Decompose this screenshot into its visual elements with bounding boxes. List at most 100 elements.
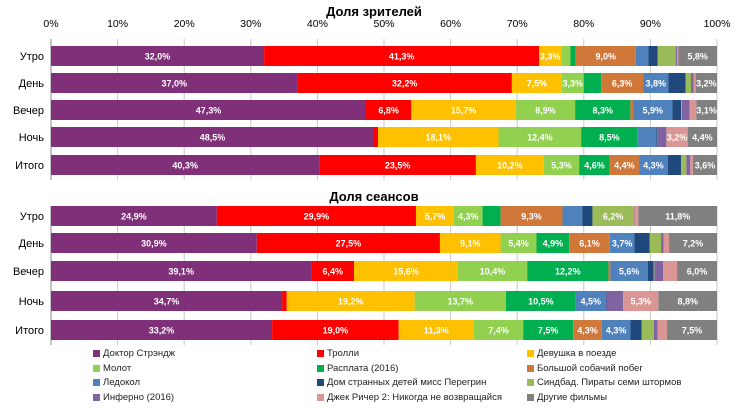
legend-swatch	[527, 394, 534, 402]
bar-segment	[623, 291, 659, 311]
data-label: 4,4%	[692, 133, 713, 143]
data-label: 10,5%	[528, 297, 554, 307]
bar-segment	[663, 233, 670, 253]
bar-segment	[609, 155, 640, 175]
bar-segment	[582, 206, 593, 226]
x-tick-label: 60%	[440, 18, 461, 30]
y-tick-label: Итого	[15, 160, 44, 172]
y-tick-label: День	[19, 78, 45, 90]
bar-segment	[439, 233, 501, 253]
data-label: 9,0%	[596, 52, 617, 62]
data-label: 6,3%	[612, 79, 633, 89]
y-tick-label: Вечер	[13, 105, 44, 117]
bar-segment	[51, 127, 375, 147]
bar-segment	[505, 291, 576, 311]
data-label: 13,7%	[447, 297, 473, 307]
bar-segment	[297, 73, 512, 93]
bar-segment	[643, 73, 669, 93]
legend-swatch	[317, 364, 324, 372]
bar-segment	[685, 73, 692, 93]
data-label: 4,3%	[606, 326, 627, 336]
bar-segment	[51, 233, 257, 253]
chart-title: Доля зрителей	[326, 4, 422, 19]
y-tick-label: Вечер	[13, 266, 44, 278]
legend-label: Ледокол	[103, 377, 141, 389]
legend-item: Большой собачий побег	[527, 363, 643, 374]
x-tick-label: 70%	[507, 18, 528, 30]
bar-segment	[634, 206, 639, 226]
bar-segment	[216, 206, 416, 226]
bar-segment	[575, 46, 636, 66]
x-tick-label: 100%	[704, 18, 731, 30]
data-label: 4,4%	[614, 161, 635, 171]
legend-swatch	[317, 379, 324, 387]
data-label: 5,4%	[508, 239, 529, 249]
legend-label: Девушка в поезде	[537, 348, 617, 359]
data-label: 3,3%	[563, 79, 584, 89]
bar-segment	[648, 46, 658, 66]
legend-item: Тролли	[317, 348, 359, 359]
bar-segment	[573, 320, 602, 340]
bar-segment	[286, 291, 415, 311]
bar-segment	[374, 127, 379, 147]
data-label: 32,2%	[392, 79, 418, 89]
legend-label: Большой собачий побег	[537, 362, 643, 374]
legend-label: Инферно (2016)	[103, 392, 175, 404]
data-label: 4,6%	[584, 161, 605, 171]
bar-segment	[319, 155, 476, 175]
legend-swatch	[93, 394, 100, 402]
data-label: 4,9%	[543, 239, 564, 249]
data-label: 3,2%	[667, 133, 688, 143]
bar-segment	[675, 46, 678, 66]
chart-title: Доля сеансов	[329, 189, 418, 204]
data-label: 6,0%	[687, 267, 708, 277]
legend-swatch	[317, 394, 324, 402]
bar-segment	[633, 100, 673, 120]
bar-segment	[654, 261, 664, 281]
data-label: 30,9%	[141, 239, 167, 249]
data-label: 9,1%	[460, 239, 481, 249]
y-tick-label: День	[19, 238, 45, 250]
data-label: 7,4%	[488, 326, 509, 336]
legend-item: Инферно (2016)	[93, 392, 174, 403]
data-label: 15,6%	[393, 267, 419, 277]
bar-segment	[515, 100, 576, 120]
bar-segment	[633, 206, 635, 226]
bar-segment	[51, 291, 283, 311]
legend-label: Расплата (2016)	[327, 362, 399, 374]
bar-segment	[630, 100, 634, 120]
x-tick-label: 50%	[373, 18, 394, 30]
bar-segment	[523, 320, 574, 340]
bar-segment	[658, 291, 717, 311]
data-label: 9,3%	[521, 212, 542, 222]
bar-segment	[609, 233, 635, 253]
bar-segment	[647, 261, 654, 281]
x-tick-label: 30%	[240, 18, 261, 30]
data-label: 6,2%	[603, 212, 624, 222]
data-label: 3,7%	[612, 239, 633, 249]
bar-segment	[669, 233, 717, 253]
data-label: 7,5%	[682, 326, 703, 336]
data-label: 4,3%	[577, 326, 598, 336]
bar-segment	[527, 261, 609, 281]
legend-label: Тролли	[327, 348, 360, 359]
bar-segment	[51, 46, 265, 66]
data-label: 4,3%	[458, 212, 479, 222]
bar-segment	[605, 291, 607, 311]
bar-segment	[681, 100, 682, 120]
legend-item: Синдбад. Пираты семи штормов	[527, 377, 681, 388]
bar-segment	[656, 127, 658, 147]
data-label: 7,5%	[527, 79, 548, 89]
data-label: 12,2%	[555, 267, 581, 277]
bar-segment	[639, 155, 668, 175]
legend-item: Джек Ричер 2: Никогда не возвращайся	[317, 392, 502, 403]
bar-segment	[681, 155, 687, 175]
bar-segment	[561, 73, 584, 93]
bar-segment	[482, 206, 501, 226]
bar-segment	[689, 100, 697, 120]
legend-label: Молот	[103, 362, 132, 374]
data-label: 23,5%	[385, 161, 411, 171]
data-label: 4,5%	[581, 297, 602, 307]
bar-segment	[592, 206, 634, 226]
